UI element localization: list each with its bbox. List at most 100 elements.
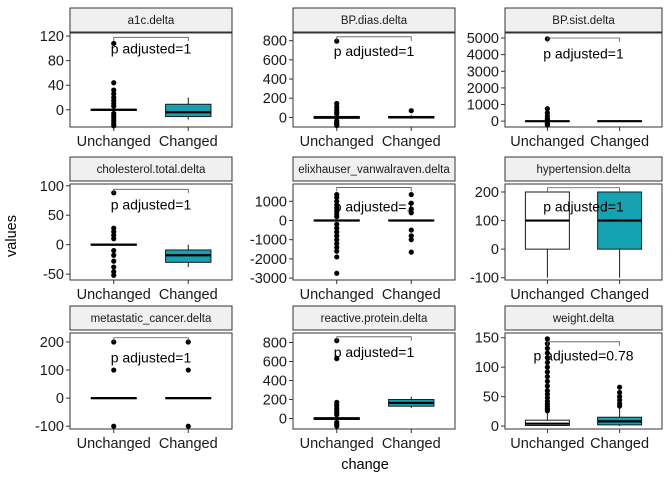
box-unchanged [90, 339, 137, 429]
facet-strip [69, 305, 233, 331]
box-unchanged [90, 190, 137, 278]
x-tick-label: Changed [159, 134, 218, 150]
y-axis-title: values [4, 215, 20, 257]
facet-strip-label: BP.dias.delta [341, 15, 408, 27]
y-tick-label: 0 [56, 391, 64, 407]
x-tick-label: Unchanged [77, 134, 151, 150]
comparison-bracket [336, 336, 412, 341]
outlier-point [111, 103, 117, 109]
panel-weight-delta: weight.delta 0 50 100 150 Unchanged Changed p a… [475, 305, 663, 452]
x-tick-label: Changed [590, 134, 649, 150]
outlier-point [111, 80, 117, 86]
panel-frame [292, 183, 456, 281]
outlier-point [544, 383, 550, 389]
x-tick-label: Unchanged [77, 436, 151, 452]
x-tick-label: Changed [382, 287, 441, 303]
x-tick-label: Unchanged [510, 134, 584, 150]
x-tick-label: Changed [159, 436, 218, 452]
outlier-point [111, 87, 117, 93]
outlier-point [334, 423, 340, 429]
p-value-annotation: p adjusted=1 [334, 43, 415, 59]
p-value-annotation: p adjusted=1 [111, 197, 192, 213]
y-tick-label: 0 [491, 242, 499, 258]
panel-cholesterol-total-delta: cholesterol.total.delta -50 0 50 100 Unchange… [40, 156, 233, 303]
box-changed [388, 191, 435, 255]
outlier-point [408, 210, 414, 216]
outlier-point [544, 373, 550, 380]
box-changed [597, 384, 643, 427]
y-tick-label: -100 [35, 419, 64, 435]
facet-panels: a1c.delta 0 40 80 120 Unchanged Changed p adjus… [35, 7, 663, 452]
y-tick-label: 400 [263, 72, 287, 88]
box-changed [388, 108, 435, 119]
outlier-point [334, 270, 340, 276]
outlier-point [408, 227, 414, 233]
comparison-bracket [336, 187, 412, 192]
box-changed [597, 191, 643, 278]
y-tick-label: 3000 [467, 64, 499, 80]
outlier-point [111, 91, 117, 97]
outlier-point [111, 367, 117, 373]
y-tick-label: 4000 [467, 48, 499, 64]
y-tick-label: 150 [475, 331, 499, 347]
x-tick-label: Changed [382, 436, 441, 452]
outlier-point [334, 233, 340, 239]
x-tick-label: Unchanged [300, 134, 374, 150]
y-tick-label: 100 [475, 360, 499, 376]
x-tick-label: Unchanged [300, 436, 374, 452]
outlier-point [544, 359, 550, 366]
x-tick-label: Unchanged [300, 287, 374, 303]
panel-frame [504, 332, 663, 430]
outlier-point [111, 258, 117, 264]
y-tick-label: 400 [263, 374, 287, 390]
panel-frame [292, 332, 456, 430]
outlier-point [408, 206, 414, 212]
outlier-point [408, 200, 414, 206]
outlier-point [111, 247, 117, 254]
outlier-point [334, 198, 340, 204]
outlier-point [111, 272, 117, 278]
outlier-point [334, 248, 340, 254]
p-value-annotation: p adjusted=1 [111, 349, 192, 365]
x-tick-label: Changed [159, 287, 218, 303]
outlier-point [617, 389, 623, 396]
outlier-point [111, 40, 117, 47]
x-tick-label: Unchanged [510, 287, 584, 303]
comparison-bracket [113, 337, 189, 342]
facet-strip-label: a1c.delta [128, 15, 175, 27]
x-axis-title: change [341, 457, 389, 473]
box-unchanged [524, 191, 570, 278]
facet-strip-label: weight.delta [552, 313, 615, 325]
outlier-point [544, 378, 550, 384]
y-tick-label: 40 [48, 78, 64, 94]
facet-strip [292, 7, 456, 33]
outlier-point [408, 237, 414, 243]
comparison-bracket [546, 341, 621, 346]
comparison-bracket [113, 36, 189, 42]
outlier-point [111, 123, 117, 129]
facet-strip [69, 7, 233, 33]
facet-strip [69, 156, 233, 182]
y-tick-label: 100 [475, 214, 499, 230]
outlier-point [617, 384, 623, 390]
outlier-point [111, 423, 117, 429]
y-tick-label: 100 [40, 363, 64, 379]
y-tick-label: 0 [491, 114, 499, 130]
facet-strip [504, 305, 663, 331]
box-unchanged [313, 191, 360, 276]
y-tick-label: 0 [279, 412, 287, 428]
box-unchanged [313, 38, 360, 129]
p-value-annotation: p adjusted=1 [543, 45, 624, 61]
box-iqr [165, 103, 212, 118]
facet-strip [292, 305, 456, 331]
comparison-bracket [546, 187, 621, 192]
facet-strip-label: BP.sist.delta [552, 15, 615, 27]
outlier-point [334, 356, 340, 362]
outlier-point [544, 364, 550, 370]
y-tick-label: -50 [43, 267, 64, 283]
outlier-point [544, 345, 550, 351]
y-tick-label: 200 [475, 185, 499, 201]
facet-strip [504, 156, 663, 182]
